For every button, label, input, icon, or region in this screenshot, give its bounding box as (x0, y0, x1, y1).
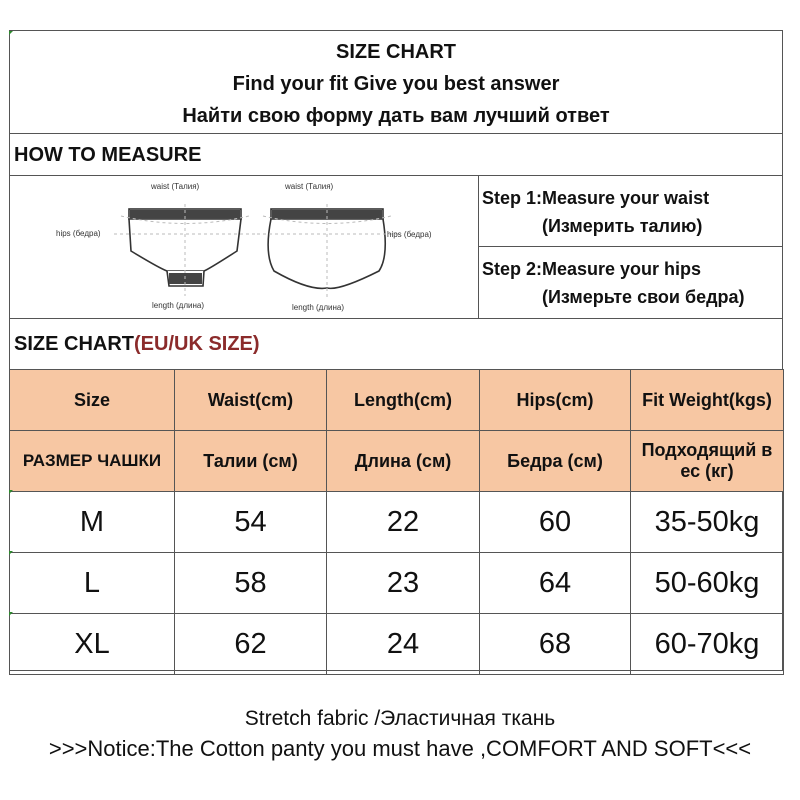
fabric-note: Stretch fabric /Эластичная ткань (244, 707, 556, 730)
notice-text: >>>Notice:The Cotton panty you must have… (48, 736, 752, 761)
table-row: L 58 23 64 50-60kg (9, 552, 784, 614)
step-2-text: Step 2:Measure your hips (482, 259, 702, 279)
header-cell: Подходящий в ес (кг) (630, 430, 784, 492)
length-label-front: length (длина) (152, 301, 204, 310)
hips-label-front: hips (бедра) (56, 229, 101, 238)
length-cell: 22 (326, 491, 480, 553)
waist-label-front: waist (Талия) (150, 182, 200, 191)
size-chart-title-text: SIZE CHART (14, 333, 134, 355)
header-cell: Size (9, 369, 175, 431)
size-table: Size Waist(cm) Length(cm) Hips(cm) Fit W… (9, 369, 784, 675)
header-cell: Length(cm) (326, 369, 480, 431)
hips-cell: 68 (479, 613, 631, 675)
weight-cell: 50-60kg (630, 552, 784, 614)
step-2-text-ru: (Измерьте свои бедра) (542, 287, 745, 307)
hips-label-back: hips (бедра) (387, 230, 432, 239)
size-chart-title: SIZE CHART(EU/UK SIZE) (9, 319, 783, 369)
size-cell: XL (9, 613, 175, 675)
waist-cell: 58 (174, 552, 327, 614)
length-label-back: length (длина) (292, 303, 344, 312)
hips-cell: 60 (479, 491, 631, 553)
weight-cell: 35-50kg (630, 491, 784, 553)
header-cell: РАЗМЕР ЧАШКИ (9, 430, 175, 492)
header-cell: Талии (см) (174, 430, 327, 492)
length-cell: 23 (326, 552, 480, 614)
weight-cell: 60-70kg (630, 613, 784, 675)
waist-cell: 54 (174, 491, 327, 553)
measure-diagram: waist (Талия) waist (Талия) hips (бедра)… (9, 176, 479, 319)
table-header-ru: РАЗМЕР ЧАШКИ Талии (см) Длина (см) Бедра… (9, 430, 784, 492)
waist-cell: 62 (174, 613, 327, 675)
header-cell: Длина (см) (326, 430, 480, 492)
table-header-en: Size Waist(cm) Length(cm) Hips(cm) Fit W… (9, 369, 784, 431)
subtitle-ru: Найти свою форму дать вам лучший ответ (182, 105, 610, 127)
corner-mark (9, 612, 13, 616)
step-1-text-ru: (Измерить талию) (542, 216, 703, 236)
chart-title: SIZE CHART (336, 41, 456, 63)
header-cell: Бедра (см) (479, 430, 631, 492)
waist-label-back: waist (Талия) (284, 182, 334, 191)
size-chart-title-accent: (EU/UK SIZE) (134, 333, 260, 355)
corner-mark (9, 490, 13, 494)
size-cell: L (9, 552, 175, 614)
header: SIZE CHART Find your fit Give you best a… (9, 30, 783, 134)
step-2: Step 2:Measure your hips (Измерьте свои … (479, 247, 783, 319)
header-cell: Waist(cm) (174, 369, 327, 431)
panty-diagram-illustration: waist (Талия) waist (Талия) hips (бедра)… (56, 182, 432, 312)
table-row: XL 62 24 68 60-70kg (9, 613, 784, 675)
hips-cell: 64 (479, 552, 631, 614)
corner-mark (9, 31, 13, 35)
header-cell: Hips(cm) (479, 369, 631, 431)
step-1: Step 1:Measure your waist (Измерить тали… (479, 176, 783, 247)
subtitle-en: Find your fit Give you best answer (232, 73, 560, 95)
length-cell: 24 (326, 613, 480, 675)
step-1-text: Step 1:Measure your waist (482, 188, 710, 208)
header-cell: Fit Weight(kgs) (630, 369, 784, 431)
size-cell: M (9, 491, 175, 553)
how-to-measure-title: HOW TO MEASURE (9, 134, 783, 176)
table-row: M 54 22 60 35-50kg (9, 491, 784, 553)
corner-mark (9, 551, 13, 555)
